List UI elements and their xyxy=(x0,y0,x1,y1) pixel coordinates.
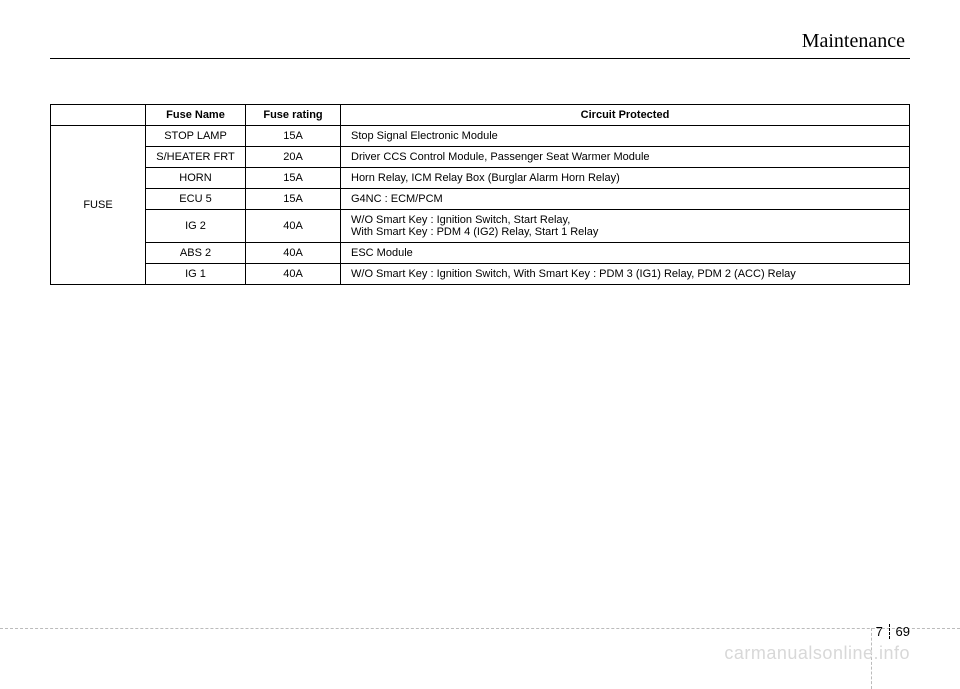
table-row: IG 1 40A W/O Smart Key : Ignition Switch… xyxy=(51,264,910,285)
header-group xyxy=(51,105,146,126)
header-fuse-rating: Fuse rating xyxy=(246,105,341,126)
page-footer: 7 69 xyxy=(876,624,910,639)
cell-circuit: W/O Smart Key : Ignition Switch, Start R… xyxy=(341,210,910,243)
cell-rating: 15A xyxy=(246,168,341,189)
cell-name: STOP LAMP xyxy=(146,126,246,147)
header-fuse-name: Fuse Name xyxy=(146,105,246,126)
table-row: HORN 15A Horn Relay, ICM Relay Box (Burg… xyxy=(51,168,910,189)
cell-circuit: Horn Relay, ICM Relay Box (Burglar Alarm… xyxy=(341,168,910,189)
cell-circuit: G4NC : ECM/PCM xyxy=(341,189,910,210)
group-cell: FUSE xyxy=(51,126,146,285)
table-row: IG 2 40A W/O Smart Key : Ignition Switch… xyxy=(51,210,910,243)
cell-rating: 40A xyxy=(246,210,341,243)
table-row: S/HEATER FRT 20A Driver CCS Control Modu… xyxy=(51,147,910,168)
table-row: FUSE STOP LAMP 15A Stop Signal Electroni… xyxy=(51,126,910,147)
title-rule xyxy=(50,58,910,59)
cell-circuit: ESC Module xyxy=(341,243,910,264)
table-body: FUSE STOP LAMP 15A Stop Signal Electroni… xyxy=(51,126,910,285)
cell-rating: 40A xyxy=(246,243,341,264)
cell-name: IG 2 xyxy=(146,210,246,243)
section-title: Maintenance xyxy=(50,30,910,53)
page-container: Maintenance Fuse Name Fuse rating Circui… xyxy=(0,0,960,689)
cell-rating: 40A xyxy=(246,264,341,285)
table-row: ECU 5 15A G4NC : ECM/PCM xyxy=(51,189,910,210)
cell-name: ABS 2 xyxy=(146,243,246,264)
cell-circuit: Driver CCS Control Module, Passenger Sea… xyxy=(341,147,910,168)
watermark: carmanualsonline.info xyxy=(724,643,910,664)
cell-name: IG 1 xyxy=(146,264,246,285)
cell-name: HORN xyxy=(146,168,246,189)
cell-circuit: W/O Smart Key : Ignition Switch, With Sm… xyxy=(341,264,910,285)
table-row: ABS 2 40A ESC Module xyxy=(51,243,910,264)
cell-circuit: Stop Signal Electronic Module xyxy=(341,126,910,147)
page-number: 69 xyxy=(896,624,910,639)
chapter-number: 7 xyxy=(876,624,890,639)
bottom-dashed-line xyxy=(0,628,960,629)
table-header-row: Fuse Name Fuse rating Circuit Protected xyxy=(51,105,910,126)
cell-name: S/HEATER FRT xyxy=(146,147,246,168)
fuse-table: Fuse Name Fuse rating Circuit Protected … xyxy=(50,104,910,285)
cell-rating: 15A xyxy=(246,189,341,210)
cell-rating: 15A xyxy=(246,126,341,147)
cell-name: ECU 5 xyxy=(146,189,246,210)
cell-rating: 20A xyxy=(246,147,341,168)
header-circuit: Circuit Protected xyxy=(341,105,910,126)
